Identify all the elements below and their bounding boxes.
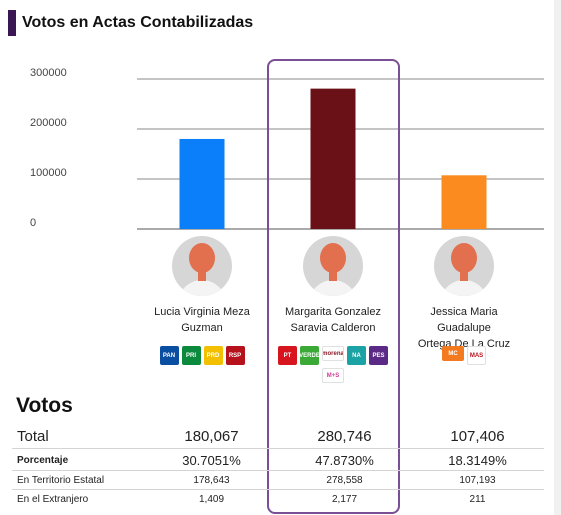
mas-logo: M+S [322, 368, 344, 383]
vote-bar-chart: 0 100000 200000 300000 [30, 67, 544, 230]
candidate-card-gonzalez[interactable]: Margarita Gonzalez Saravia Calderon PT VE… [272, 236, 394, 383]
candidate-avatar-icon [303, 236, 363, 296]
percentage-row: Porcentaje 30.7051% 47.8730% 18.3149% [12, 450, 544, 471]
pt-logo: PT [278, 346, 297, 365]
territorio-row: En Territorio Estatal 178,643 278,558 10… [12, 471, 544, 490]
extranjero-label: En el Extranjero [17, 494, 89, 505]
movimiento-alternativa-logo: MAS [467, 346, 486, 365]
chart-bars [179, 88, 487, 229]
percentage-value: 18.3149% [448, 452, 507, 468]
extranjero-value: 2,177 [331, 494, 358, 505]
y-tick-label: 100000 [30, 167, 67, 179]
candidate-name: Margarita Gonzalez Saravia Calderon [272, 304, 394, 336]
territorio-label: En Territorio Estatal [17, 474, 105, 486]
prd-logo: PRD [203, 346, 223, 365]
candidate-card-meza[interactable]: Lucia Virginia Meza Guzman PAN PRI PRD RSP [141, 236, 263, 365]
extranjero-row: En el Extranjero 1,409 2,177 211 [12, 490, 544, 509]
candidate-name-line1: Lucia Virginia Meza [154, 306, 250, 318]
candidate-avatar-icon [172, 236, 232, 296]
bar[interactable] [310, 88, 356, 229]
bar[interactable] [441, 175, 487, 229]
candidate-name-line1: Margarita Gonzalez [285, 306, 381, 318]
pri-logo: PRI [181, 346, 201, 365]
party-logos: PAN PRI PRD RSP [141, 346, 263, 365]
rsp-logo: RSP [225, 346, 245, 365]
party-logos: MC MAS [403, 346, 525, 365]
candidate-name-line1: Jessica Maria Guadalupe [430, 306, 498, 334]
candidate-name-line2: Saravia Calderon [290, 322, 376, 334]
total-value: 280,746 [317, 428, 372, 445]
section-title: Votos en Actas Contabilizadas [22, 14, 254, 31]
total-row: Total 180,067 280,746 107,406 [12, 425, 544, 449]
party-logos: PT VERDE morena NA PES M+S [272, 346, 394, 383]
extranjero-value: 211 [469, 494, 486, 505]
candidate-avatar-icon [434, 236, 494, 296]
verde-logo: VERDE [300, 346, 319, 365]
nueva-alianza-logo: NA [347, 346, 366, 365]
extranjero-value: 1,409 [198, 494, 225, 505]
candidate-name: Jessica Maria Guadalupe Ortega De La Cru… [403, 304, 525, 350]
percentage-label: Porcentaje [17, 454, 69, 466]
percentage-value: 30.7051% [182, 452, 241, 468]
pes-logo: PES [369, 346, 388, 365]
candidate-name-line2: Ortega De La Cruz [417, 338, 511, 350]
y-tick-label: 0 [30, 217, 36, 229]
candidate-name: Lucia Virginia Meza Guzman [141, 304, 263, 336]
y-axis: 0 100000 200000 300000 [30, 67, 67, 229]
bar[interactable] [179, 138, 225, 229]
percentage-value: 47.8730% [315, 452, 374, 468]
scrollbar-track[interactable] [554, 0, 561, 515]
y-tick-label: 200000 [30, 117, 67, 129]
y-tick-label: 300000 [30, 67, 67, 79]
total-value: 107,406 [450, 428, 505, 445]
votos-title: Votos [16, 394, 73, 417]
candidate-card-ortega[interactable]: Jessica Maria Guadalupe Ortega De La Cru… [403, 236, 525, 365]
morena-logo: morena [322, 346, 344, 361]
territorio-value: 107,193 [459, 474, 496, 486]
territorio-value: 178,643 [193, 474, 230, 486]
candidate-name-line2: Guzman [181, 322, 223, 334]
total-label: Total [17, 428, 49, 445]
pan-logo: PAN [159, 346, 179, 365]
section-header: Votos en Actas Contabilizadas [8, 10, 253, 36]
movimiento-ciudadano-logo: MC [442, 346, 464, 361]
header-accent-bar [8, 10, 16, 36]
total-value: 180,067 [184, 428, 239, 445]
territorio-value: 278,558 [326, 474, 363, 486]
